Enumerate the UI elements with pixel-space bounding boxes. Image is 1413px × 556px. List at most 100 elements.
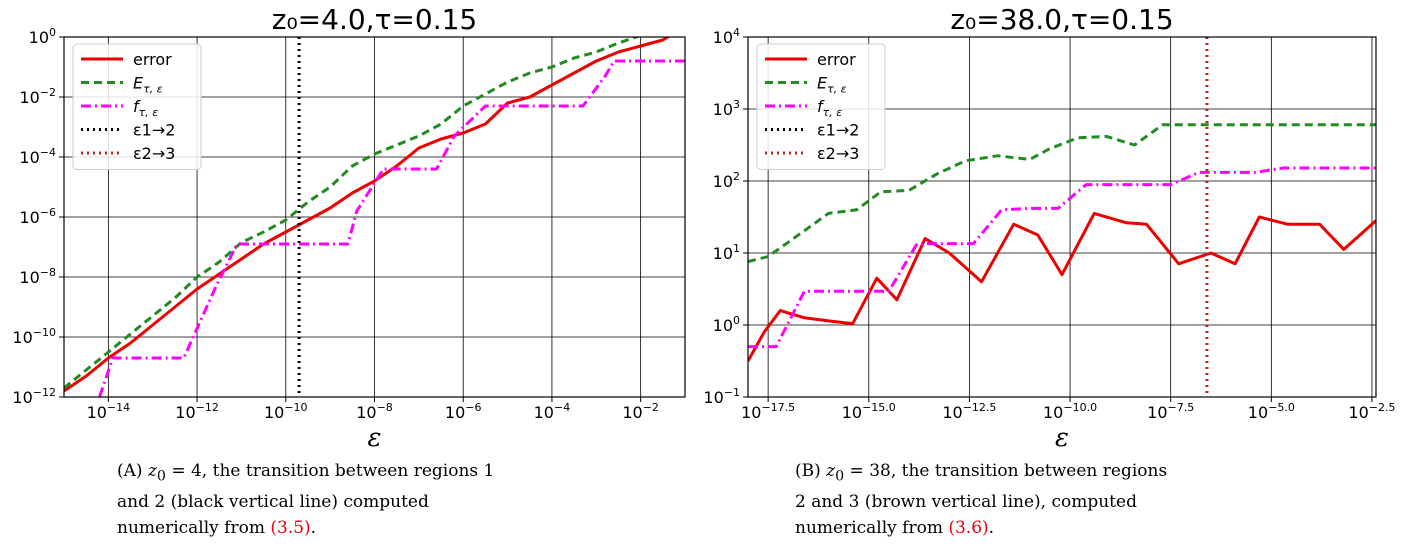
caption-b-ref[interactable]: (3.6): [948, 518, 989, 539]
y-tick-label: 102: [713, 170, 740, 191]
legend-label: fτ, ε: [133, 97, 158, 119]
x-tick-exponent: −12: [196, 401, 219, 414]
legend-label-text: error: [133, 50, 172, 69]
caption-b-var: z: [820, 461, 836, 481]
x-tick-label: 10−14: [87, 401, 131, 422]
caption-a-tag: (A): [117, 461, 143, 481]
y-tick-label: 10−4: [19, 146, 56, 167]
chart-right: 10−17.5 10−15.0 10−12.5 10−10.0 10−7.5 10−5.0…: [703, 3, 1395, 453]
x-tick-base: 10: [356, 403, 376, 422]
caption-a-var: z: [142, 461, 157, 481]
legend-label-sub: τ, ε: [143, 83, 163, 96]
legend-label-var: E: [133, 74, 144, 93]
x-tick-exponent: −7.5: [1168, 401, 1195, 414]
x-tick-base: 10: [741, 403, 761, 422]
x-tick-label: 10−12.5: [942, 401, 996, 422]
caption-b-tag: (B): [795, 461, 821, 481]
y-tick-label: 10−2: [19, 86, 56, 107]
y-tick-exponent: 3: [733, 98, 740, 111]
y-tick-base: 10: [12, 328, 32, 347]
y-tick-base: 10: [12, 388, 32, 407]
x-tick-label: 10−2: [622, 401, 659, 422]
legend-label-var: f: [817, 97, 825, 116]
legend-label: ε2→3: [133, 144, 175, 163]
y-tick-exponent: −8: [40, 266, 56, 279]
plot-frame: [747, 36, 1377, 398]
caption-b-sub: 0: [835, 468, 845, 485]
y-tick-label: 10−6: [19, 206, 56, 227]
y-tick-exponent: 1: [733, 242, 740, 255]
caption-a: (A) z0 = 4, the transition between regio…: [117, 458, 497, 541]
x-tick-label: 10−15.0: [842, 401, 896, 422]
y-tick-exponent: 0: [49, 26, 56, 39]
x-tick-base: 10: [534, 403, 554, 422]
y-tick-exponent: −12: [33, 386, 56, 399]
x-tick-label: 10−8: [356, 401, 393, 422]
x-tick-exponent: −4: [554, 401, 570, 414]
x-tick-base: 10: [1043, 403, 1063, 422]
x-tick-exponent: −14: [107, 401, 130, 414]
x-tick-exponent: −2: [643, 401, 659, 414]
x-tick-exponent: −10.0: [1063, 401, 1097, 414]
chart-title: z₀=38.0,τ=0.15: [950, 3, 1173, 36]
caption-a-ref[interactable]: (3.5): [270, 518, 311, 539]
x-tick-base: 10: [1248, 403, 1268, 422]
y-tick-base: 10: [19, 268, 39, 287]
series-line: [748, 211, 1376, 362]
caption-b-text: = 38, the transition between regions 2 a…: [795, 461, 1168, 539]
x-tick-base: 10: [445, 403, 465, 422]
x-tick-exponent: −6: [465, 401, 481, 414]
legend-label-sub: τ, ε: [823, 106, 843, 119]
x-tick-base: 10: [842, 403, 862, 422]
legend-label: error: [817, 50, 856, 69]
x-tick-exponent: −15.0: [862, 401, 896, 414]
x-tick-label: 10−5.0: [1248, 401, 1295, 422]
caption-b: (B) z0 = 38, the transition between regi…: [795, 458, 1175, 541]
y-tick-exponent: −10: [33, 326, 56, 339]
legend-box: [72, 43, 202, 170]
y-tick-exponent: 4: [733, 26, 740, 39]
x-tick-base: 10: [1147, 403, 1167, 422]
y-tick-base: 10: [19, 88, 39, 107]
y-tick-base: 10: [19, 208, 39, 227]
y-tick-base: 10: [29, 28, 49, 47]
y-tick-base: 10: [713, 316, 733, 335]
x-tick-base: 10: [942, 403, 962, 422]
x-tick-exponent: −8: [377, 401, 393, 414]
x-tick-label: 10−6: [445, 401, 482, 422]
legend-label-sub: τ, ε: [827, 83, 847, 96]
y-tick-label: 103: [713, 98, 740, 119]
y-tick-label: 104: [713, 26, 740, 47]
legend-label-text: error: [817, 50, 856, 69]
x-tick-exponent: −12.5: [963, 401, 997, 414]
legend-label: ε1→2: [817, 121, 859, 140]
series-line: [64, 37, 685, 390]
x-tick-base: 10: [87, 403, 107, 422]
y-tick-exponent: −4: [40, 146, 56, 159]
series-line: [98, 59, 685, 397]
x-tick-base: 10: [622, 403, 642, 422]
x-tick-exponent: −17.5: [761, 401, 795, 414]
x-tick-base: 10: [264, 403, 284, 422]
y-tick-label: 101: [713, 242, 740, 263]
x-tick-label: 10−4: [534, 401, 571, 422]
y-tick-exponent: 0: [733, 314, 740, 327]
y-tick-label: 100: [713, 314, 740, 335]
x-axis-label: ε: [1055, 423, 1069, 453]
caption-a-end: .: [310, 518, 317, 539]
y-tick-exponent: −1: [724, 386, 740, 399]
y-tick-label: 10−1: [703, 386, 740, 407]
y-tick-exponent: −6: [40, 206, 56, 219]
x-axis-label: ε: [368, 423, 382, 453]
legend-label: fτ, ε: [817, 97, 842, 119]
legend-label-var: E: [817, 74, 828, 93]
chart-left: 10−14 10−12 10−10 10−8 10−6 10−4 10−210010−210…: [12, 3, 686, 453]
x-tick-label: 10−17.5: [741, 401, 795, 422]
caption-a-sub: 0: [156, 468, 166, 485]
legend-label: error: [133, 50, 172, 69]
x-tick-label: 10−10: [264, 401, 308, 422]
x-tick-exponent: −5.0: [1268, 401, 1295, 414]
y-tick-label: 100: [29, 26, 56, 47]
legend-label-text: ε2→3: [817, 144, 859, 163]
